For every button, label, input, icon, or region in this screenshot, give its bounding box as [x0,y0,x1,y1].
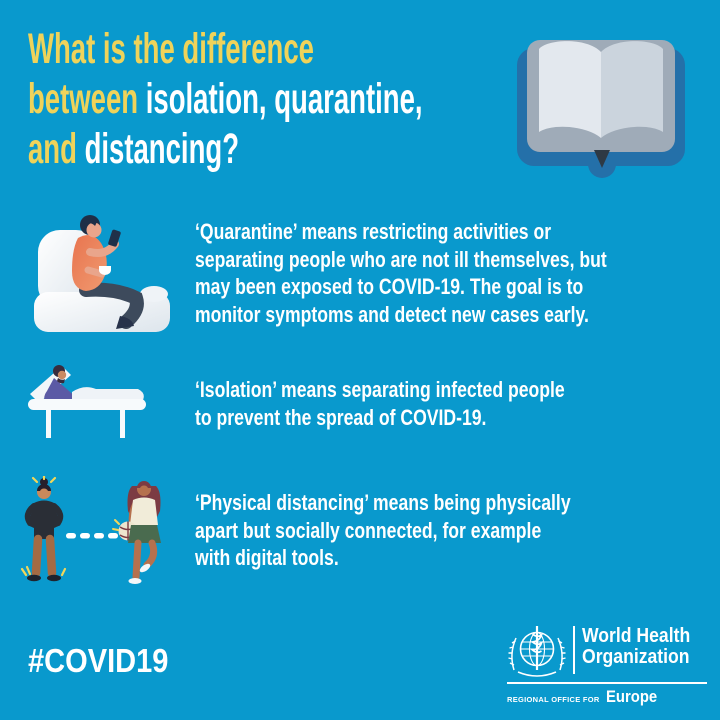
who-office-region: Europe [605,688,657,706]
distancing-text-line: with digital tools. [195,545,339,570]
man-figure [20,473,67,582]
who-emblem-icon [508,626,566,677]
alert-marks [112,519,120,531]
isolation-text: ‘Isolation’ means separating infected pe… [195,376,657,431]
who-name-line-2: Organization [582,646,690,668]
alert-marks [20,473,67,577]
who-logo-top-row: World Health Organization [507,624,707,678]
person-sitting-armchair-phone-icon [34,210,174,339]
two-people-distanced-icon [14,473,169,601]
title-text-white: distancing? [84,125,240,173]
who-name-line-1: World Health [582,625,691,647]
quarantine-text-line: ‘Quarantine’ means restricting activitie… [195,219,552,244]
quarantine-text-line: monitor symptoms and detect new cases ea… [195,301,589,327]
who-logo-rule [507,682,707,684]
who-name: World Health Organization [582,626,705,668]
title-line-1: What is the difference [28,24,423,74]
open-book-icon-svg [517,40,685,178]
who-logo: World Health Organization REGIONAL OFFIC… [507,624,707,707]
distancing-text: ‘Physical distancing’ means being physic… [195,489,665,572]
distancing-text-line: ‘Physical distancing’ means being physic… [195,490,571,515]
quarantine-text-line: separating people who are not ill themse… [195,246,607,272]
page-title: What is the difference between isolation… [28,24,644,174]
who-logo-divider [573,626,575,674]
who-office-prefix: REGIONAL OFFICE FOR [507,695,600,704]
title-text-yellow: What is the difference [28,25,314,73]
isolation-text-line: ‘Isolation’ means separating infected pe… [195,377,565,402]
open-book-icon [515,28,687,183]
woman-figure [112,481,161,584]
quarantine-text-line: may been exposed to COVID-19. The goal i… [195,274,584,299]
person-lying-bed-icon [28,362,150,445]
quarantine-text: ‘Quarantine’ means restricting activitie… [195,218,710,328]
covid19-hashtag: #COVID19 [28,642,169,679]
distancing-text-line: apart but socially connected, for exampl… [195,517,542,543]
isolation-text-line: to prevent the spread of COVID-19. [195,404,487,430]
title-text-yellow: between [28,75,146,123]
who-regional-office: REGIONAL OFFICE FOR Europe [507,688,707,707]
title-line-2: between isolation, quarantine, [28,74,423,124]
title-text-white: isolation, quarantine, [145,75,423,123]
title-line-3: and distancing? [28,124,423,174]
title-text-yellow: and [28,125,85,173]
